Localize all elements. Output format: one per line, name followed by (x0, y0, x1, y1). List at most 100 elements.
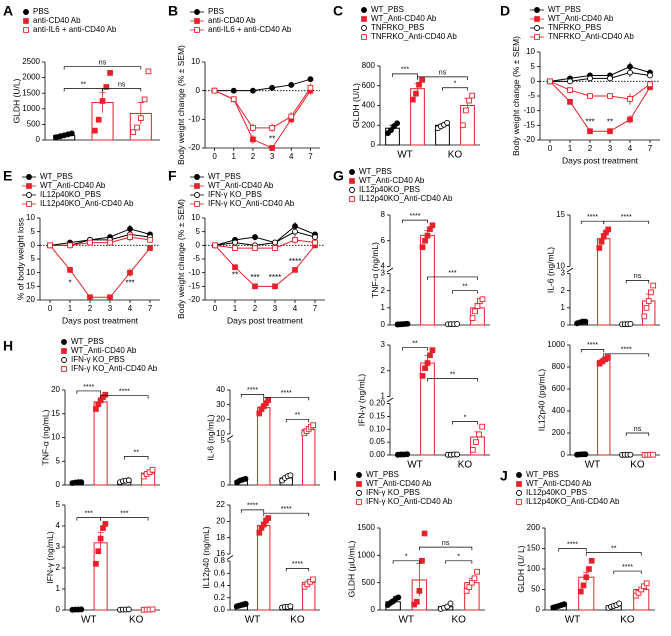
y-tick-label: 0.15 (369, 411, 385, 420)
marker (127, 269, 133, 276)
y-tick-label: 2 (381, 366, 386, 375)
significance: *** (125, 279, 134, 288)
bar (257, 524, 271, 611)
data-point (287, 603, 294, 610)
data-point (287, 472, 294, 479)
y-tick-label: 10 (556, 262, 565, 271)
x-tick-label: 4 (628, 144, 633, 153)
y-tick-label: 5 (221, 436, 226, 445)
y-tick-label: -5 (193, 254, 201, 263)
y-tick-label: 40 (216, 385, 225, 394)
legend-marker (356, 472, 362, 478)
significance: ** (607, 118, 613, 127)
data-point (422, 237, 428, 244)
x-tick-label: 7 (308, 152, 313, 161)
data-point (454, 321, 461, 327)
x-axis-label: Days post treatment (562, 155, 639, 165)
marker (627, 116, 633, 123)
x-tick-label: 1 (568, 144, 573, 153)
data-point (596, 245, 603, 251)
y-tick-label: 2000 (22, 73, 40, 82)
data-point (429, 347, 436, 354)
legend-marker (356, 499, 362, 505)
legend-label: IFN-γ KO_PBS (366, 488, 420, 497)
y-tick-label: 600 (362, 81, 376, 90)
y-tick-label: -20 (523, 135, 535, 144)
y-tick-label: 1000 (357, 550, 375, 559)
legend-label: TNFRKO_PBS (371, 23, 424, 32)
data-point (99, 98, 106, 104)
legend-label: IL12p40KO_PBS (359, 185, 420, 194)
marker (230, 87, 237, 94)
series-line (214, 244, 316, 287)
significance: ns (634, 426, 642, 433)
marker (307, 84, 314, 91)
legend-marker (194, 9, 200, 15)
y-axis-label: GLDH (U/L) (351, 83, 361, 128)
y-tick-label: 10 (26, 268, 35, 277)
legend-label: anti-CD40 Ab (208, 16, 256, 25)
significance-bracket (402, 219, 428, 224)
y-tick-label: -20 (188, 143, 200, 152)
marker (250, 136, 256, 143)
axis-break (386, 267, 394, 273)
y-tick-label: 0.00 (369, 450, 385, 459)
marker (587, 93, 593, 99)
marker (607, 128, 613, 135)
x-tick-label: 0 (212, 152, 217, 161)
marker (107, 294, 113, 301)
x-tick-label: 2 (251, 152, 256, 161)
significance-bracket (402, 347, 428, 351)
data-point (463, 107, 469, 114)
y-tick-label: 3 (381, 340, 386, 349)
data-point (107, 70, 113, 76)
legend-marker (23, 9, 29, 15)
y-tick-label: 1000 (22, 104, 40, 113)
significance-bracket (76, 517, 101, 521)
legend-label: IL12p40KO_Anti-CD40 Ab (40, 199, 134, 208)
marker (292, 228, 298, 235)
legend-label: IL12p40KO_Anti-CD40 Ab (526, 497, 620, 506)
legend-marker (61, 366, 67, 372)
legend-label: WT_PBS (526, 470, 559, 479)
data-point (582, 318, 589, 325)
y-tick-label: 600 (552, 384, 566, 393)
series-line (549, 80, 651, 132)
legend-label: TNFRKO_Anti-CD40 Ab (548, 32, 634, 41)
legend-marker (349, 187, 355, 193)
significance-bracket (558, 548, 587, 552)
legend-label: IFN-γ KO_PBS (71, 355, 125, 364)
legend-label: IFN-γ KO_Anti-CD40 Ab (366, 497, 453, 506)
marker (147, 237, 153, 243)
significance-bracket (452, 290, 478, 294)
significance: *** (250, 273, 259, 282)
data-point (130, 129, 137, 136)
legend-label: WT_PBS (359, 167, 392, 176)
y-tick-label: 50 (531, 585, 540, 594)
x-tick-label: 0 (548, 144, 553, 153)
marker (212, 242, 218, 249)
series-line (214, 87, 311, 129)
marker (292, 237, 298, 243)
marker (567, 99, 573, 105)
significance: ** (269, 135, 275, 144)
data-point (469, 92, 475, 99)
y-tick-label: 0.2 (214, 593, 226, 602)
x-tick-label: 2 (253, 304, 258, 313)
x-tick-label: 7 (313, 304, 318, 313)
axis-break (226, 435, 234, 440)
significance: **** (292, 561, 303, 568)
marker (312, 234, 318, 241)
y-tick-label: 4 (56, 521, 61, 530)
legend-label: WT_PBS (40, 172, 73, 181)
legend-label: WT_Anti-CD40 Ab (40, 181, 106, 190)
data-point (470, 447, 476, 453)
x-tick-label: 1 (68, 304, 73, 313)
y-tick-label: 0 (561, 320, 566, 329)
y-tick-label: 1 (561, 303, 566, 312)
y-tick-label: 8 (381, 210, 386, 219)
y-axis-label: Body weight change (% ± SEM) (176, 45, 186, 165)
data-point (95, 548, 102, 555)
y-tick-label: 1 (381, 303, 386, 312)
y-tick-label: 0 (536, 605, 541, 614)
